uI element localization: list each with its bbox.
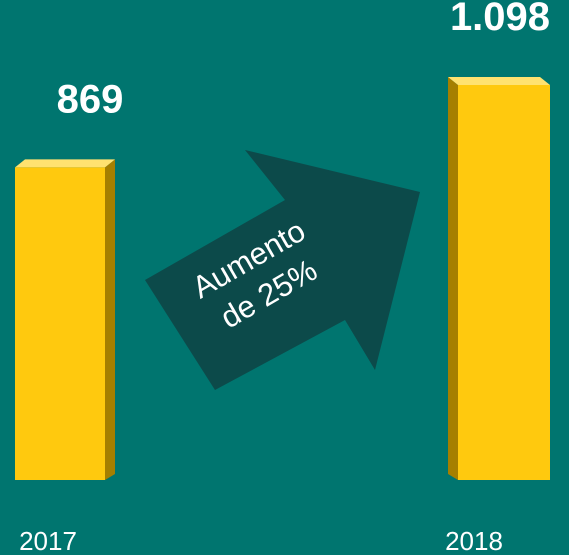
bar (15, 167, 105, 481)
bar-top (15, 159, 115, 168)
value-label: 869 (57, 77, 124, 121)
bar-side (105, 159, 115, 481)
x-tick-label: 2018 (445, 526, 503, 555)
arrow (145, 150, 420, 390)
bar (458, 85, 550, 480)
bar-side (448, 77, 458, 480)
value-label: 1.098 (450, 0, 550, 39)
x-tick-label: 2017 (19, 526, 77, 555)
bar-top (448, 77, 550, 85)
